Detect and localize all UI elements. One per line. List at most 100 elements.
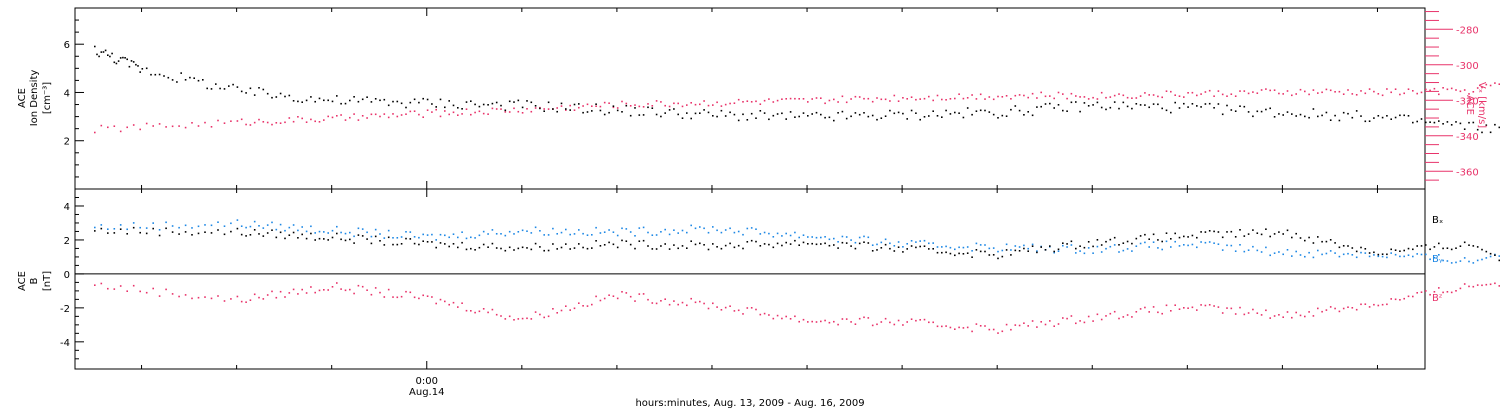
bx-point (1221, 236, 1224, 239)
bx-point (733, 246, 736, 249)
bx-point (858, 242, 861, 245)
bz-point (1131, 316, 1133, 318)
by-point (1312, 256, 1315, 259)
bz-point (880, 321, 883, 323)
density-point (1299, 113, 1302, 116)
bz-point (1291, 316, 1293, 319)
speed-point (1291, 94, 1293, 97)
speed-point (897, 100, 900, 102)
bx-point (400, 243, 403, 245)
density-point (820, 113, 822, 116)
bx-point (729, 242, 731, 245)
bz-point (582, 305, 584, 307)
density-point (651, 107, 654, 109)
bx-point (1485, 250, 1488, 253)
bz-point (837, 323, 839, 326)
speed-point (1373, 90, 1375, 93)
density-point (1122, 101, 1125, 104)
density-point (560, 102, 563, 105)
bx-point (1170, 238, 1172, 240)
speed-point (1122, 94, 1125, 97)
bx-point (1299, 237, 1302, 239)
density-point (202, 79, 204, 81)
by-point (958, 246, 960, 249)
bx-point (1342, 245, 1345, 247)
density-point (1498, 126, 1500, 129)
by-point (668, 233, 671, 236)
bz-point (435, 302, 437, 305)
bz-point (1450, 291, 1453, 294)
bx-point (720, 247, 723, 250)
density-point (1092, 104, 1094, 106)
speed-point (720, 105, 723, 107)
bx-point (1023, 247, 1025, 250)
density-point (413, 98, 416, 101)
by-point (374, 228, 377, 231)
bx-point (928, 248, 930, 250)
by-point (742, 233, 744, 236)
density-point (1057, 104, 1060, 106)
bx-point (1394, 249, 1397, 251)
speed-point (1139, 95, 1142, 97)
bx-point (820, 243, 822, 245)
by-point (318, 230, 321, 233)
density-point (163, 75, 165, 77)
by-point (781, 235, 783, 237)
speed-point (936, 94, 939, 97)
by-point (292, 224, 295, 226)
bz-point (1282, 316, 1284, 318)
by-point (776, 232, 779, 235)
density-point (405, 106, 407, 109)
bz-point (1278, 314, 1280, 316)
speed-point (820, 97, 822, 99)
by-point (1234, 250, 1237, 252)
speed-point (750, 101, 753, 103)
bx-point (94, 230, 96, 232)
by-point (409, 231, 412, 233)
bx-point (258, 233, 260, 235)
bz-point (1312, 315, 1315, 317)
speed-point (145, 122, 148, 125)
speed-point (491, 107, 494, 110)
bz-point (1247, 312, 1250, 314)
by-point (634, 235, 636, 237)
speed-point (465, 108, 468, 110)
top-right-tick-label-4: -280 (1456, 25, 1479, 36)
density-point (716, 115, 718, 118)
by-point (591, 234, 593, 236)
bz-point (223, 300, 226, 302)
speed-point (470, 113, 472, 116)
bz-point (1299, 314, 1302, 317)
bx-point (262, 235, 265, 237)
by-point (997, 250, 999, 253)
density-point (573, 103, 576, 106)
speed-point (1001, 96, 1004, 98)
density-point (349, 99, 351, 102)
speed-point (258, 118, 260, 121)
bx-point (1036, 251, 1038, 254)
speed-point (1325, 88, 1328, 91)
speed-point (1087, 98, 1090, 100)
bx-point (668, 248, 671, 250)
speed-point (690, 102, 692, 104)
by-point (1269, 254, 1271, 257)
bx-point (426, 241, 429, 243)
bz-point (694, 301, 697, 304)
bx-point (1234, 236, 1237, 238)
speed-point (1368, 88, 1371, 90)
bx-point (582, 246, 584, 249)
speed-point (275, 122, 278, 124)
speed-point (513, 107, 515, 110)
bx-point (1075, 247, 1077, 250)
bx-point (850, 245, 852, 247)
bx-point (521, 246, 524, 249)
by-point (431, 233, 433, 236)
by-point (833, 237, 835, 240)
density-point (154, 73, 157, 76)
by-point (1087, 247, 1090, 249)
bz-point (1213, 305, 1215, 307)
bz-point (1001, 330, 1004, 333)
bx-point (1265, 228, 1267, 230)
by-point (1165, 240, 1168, 243)
density-point (465, 101, 468, 103)
